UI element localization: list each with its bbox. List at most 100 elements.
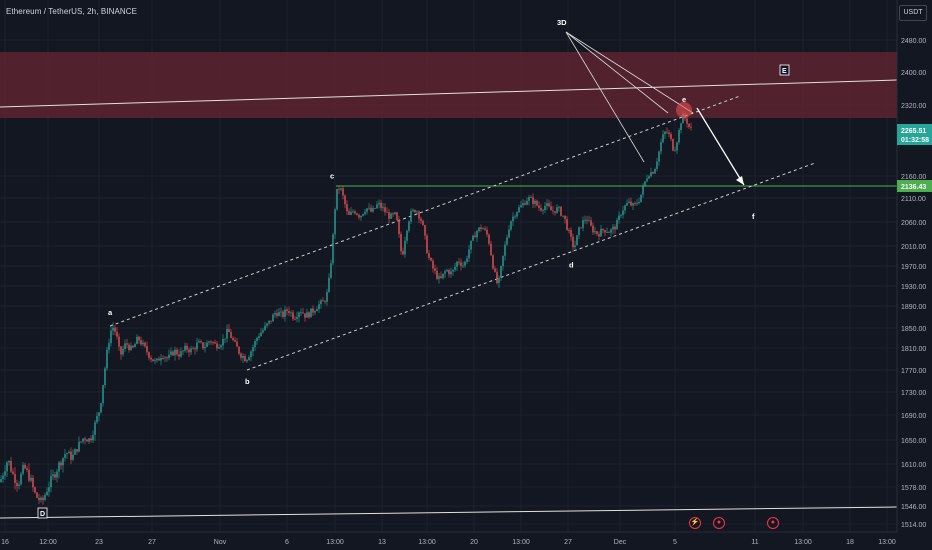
wave-label-D[interactable]: D — [40, 511, 45, 518]
candle-body — [504, 244, 506, 256]
wave-label-b[interactable]: b — [245, 377, 250, 386]
candle-body — [350, 211, 352, 215]
trendline-e[interactable] — [0, 79, 898, 108]
candle-body — [218, 347, 220, 349]
wave-tag-box — [37, 507, 48, 519]
candle-body — [416, 211, 418, 213]
candle-body — [442, 273, 444, 278]
candle-body — [112, 327, 114, 331]
earnings-icon[interactable]: ● — [767, 517, 779, 529]
wave-label-E[interactable]: E — [782, 68, 787, 75]
candle-body — [296, 316, 298, 319]
candle-body — [554, 211, 556, 213]
candle-body — [528, 197, 530, 201]
price-axis[interactable] — [897, 0, 932, 550]
candle-body — [622, 210, 624, 216]
candle-body — [278, 312, 280, 316]
candle-body — [84, 438, 86, 440]
candle-body — [34, 487, 36, 493]
wave-label-c[interactable]: c — [330, 171, 334, 180]
candle-body — [424, 225, 426, 236]
candle-body — [670, 134, 672, 139]
projection-arrow[interactable] — [696, 107, 745, 186]
candle-body — [642, 185, 644, 195]
wave-label-e[interactable]: e — [682, 95, 686, 104]
candle-body — [342, 188, 344, 196]
candle-body — [510, 221, 512, 230]
candle-body — [252, 347, 254, 352]
callout-line[interactable] — [565, 31, 694, 114]
callout-line[interactable] — [565, 31, 669, 114]
candle-body — [14, 473, 16, 483]
candle-body — [44, 495, 46, 500]
candle-body — [58, 462, 60, 472]
candle-body — [20, 473, 22, 485]
candle-body — [146, 346, 148, 353]
candle-body — [546, 203, 548, 206]
candle-body — [144, 342, 146, 347]
candle-body — [224, 338, 226, 340]
candle-body — [464, 261, 466, 266]
candle-body — [128, 344, 130, 351]
candle-body — [138, 336, 140, 341]
y-tick-label: 2160.00 — [901, 174, 926, 181]
candle-body — [316, 309, 318, 312]
candle-body — [298, 312, 300, 317]
candle-body — [0, 479, 2, 482]
candle-body — [616, 219, 618, 230]
candle-body — [604, 230, 606, 233]
y-tick-label: 2400.00 — [901, 70, 926, 77]
candle-body — [240, 353, 242, 358]
candle-body — [220, 345, 222, 348]
candle-body — [28, 469, 30, 481]
candle-body — [690, 126, 692, 128]
peak-highlight[interactable] — [676, 102, 692, 118]
wave-label-a[interactable]: a — [108, 308, 113, 317]
candle-body — [526, 200, 528, 205]
candle-body — [30, 477, 32, 481]
candle-body — [538, 205, 540, 208]
callout-line[interactable] — [565, 31, 645, 163]
trendline-d[interactable] — [0, 506, 898, 519]
candle-body — [430, 257, 432, 261]
candle-body — [206, 342, 208, 347]
support-price-tag[interactable] — [897, 180, 932, 192]
candle-body — [542, 210, 544, 211]
wave-label-d[interactable]: d — [569, 261, 574, 270]
candle-body — [6, 462, 8, 472]
candle-body — [386, 211, 388, 213]
candle-body — [248, 357, 250, 361]
candle-body — [132, 345, 134, 348]
countdown-label: 01:32:58 — [901, 137, 929, 144]
lightning-icon[interactable]: ⚡ — [689, 517, 701, 529]
candle-body — [276, 313, 278, 316]
candle-body — [530, 197, 532, 198]
candle-body — [170, 351, 172, 355]
candle-body — [520, 205, 522, 208]
channel-upper[interactable] — [109, 95, 741, 327]
resistance-zone[interactable] — [0, 52, 897, 118]
candle-body — [614, 226, 616, 230]
candle-body — [258, 336, 260, 338]
candle-body — [518, 207, 520, 213]
candle-body — [166, 357, 168, 359]
candle-body — [140, 340, 142, 345]
candle-body — [418, 211, 420, 219]
current-price-tag[interactable] — [897, 124, 932, 145]
currency-button[interactable]: USDT — [899, 5, 927, 21]
symbol-title[interactable]: Ethereum / TetherUS, 2h, BINANCE — [6, 7, 138, 16]
callout-label[interactable]: 3D — [557, 18, 567, 27]
candle-body — [634, 203, 636, 205]
dividend-icon[interactable]: ● — [713, 517, 725, 529]
wave-label-f[interactable]: f — [752, 212, 755, 221]
candle-body — [636, 203, 638, 205]
candle-body — [174, 349, 176, 356]
candle-body — [570, 229, 572, 237]
candle-body — [676, 142, 678, 151]
candle-body — [60, 462, 62, 466]
candle-body — [596, 231, 598, 235]
candle-body — [94, 422, 96, 435]
channel-lower[interactable] — [246, 162, 816, 371]
